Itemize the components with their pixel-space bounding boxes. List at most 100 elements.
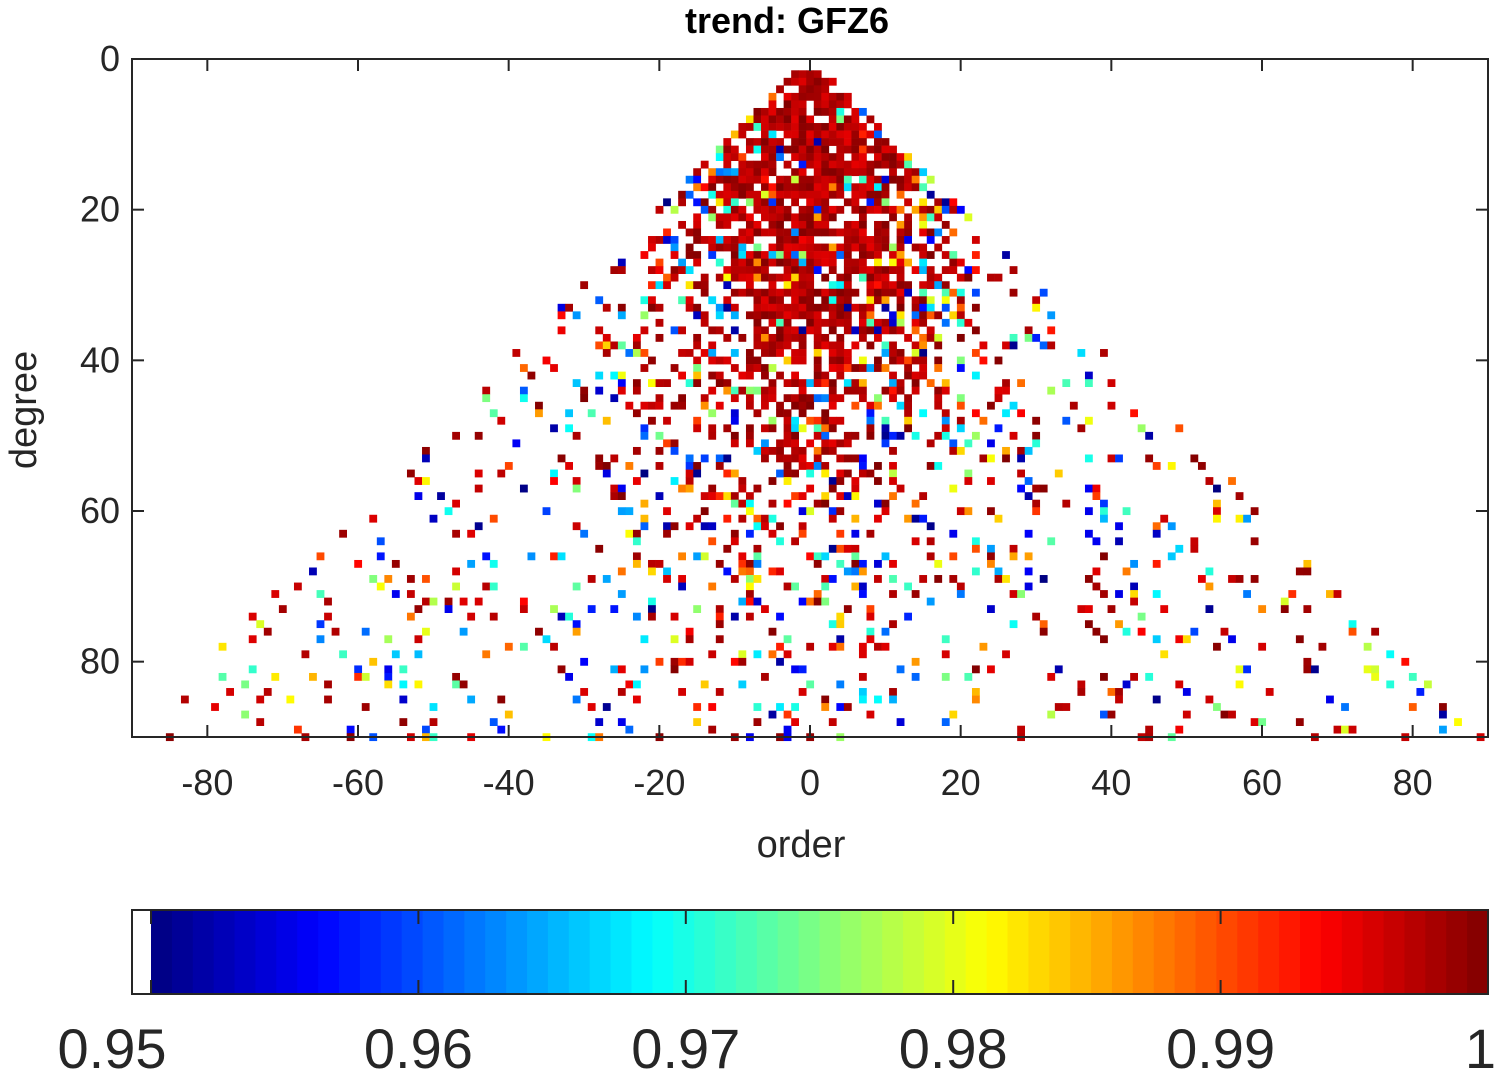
heatmap-cell	[911, 371, 920, 380]
heatmap-cell	[632, 386, 641, 395]
heatmap-cell	[791, 431, 799, 440]
heatmap-cell	[489, 409, 498, 418]
y-tick-label: 0	[100, 38, 120, 79]
heatmap-cell	[866, 311, 875, 320]
heatmap-cell	[851, 145, 860, 154]
heatmap-cell	[858, 228, 867, 237]
heatmap-cell	[1092, 627, 1101, 636]
heatmap-cell	[858, 318, 867, 327]
heatmap-cell	[851, 364, 860, 372]
heatmap-cell	[655, 281, 664, 290]
heatmap-cell	[745, 575, 754, 583]
heatmap-cell	[798, 205, 807, 214]
heatmap-cell	[738, 371, 747, 380]
heatmap-cell	[896, 401, 905, 410]
heatmap-cell	[384, 665, 393, 674]
heatmap-cell	[761, 153, 769, 161]
heatmap-cell	[843, 220, 852, 229]
heatmap-cell	[828, 243, 837, 252]
heatmap-cell	[813, 258, 822, 267]
heatmap-cell	[964, 507, 973, 516]
heatmap-cell	[1303, 657, 1312, 666]
heatmap-cell	[821, 379, 830, 387]
heatmap-cell	[979, 416, 988, 425]
heatmap-cell	[791, 168, 799, 177]
heatmap-cell	[685, 296, 694, 305]
heatmap-cell	[956, 311, 965, 320]
heatmap-cell	[1024, 529, 1033, 538]
heatmap-cell	[406, 469, 415, 478]
heatmap-cell	[768, 318, 777, 327]
heatmap-cell	[550, 424, 558, 433]
heatmap-cell	[730, 258, 739, 267]
heatmap-cell	[836, 318, 845, 327]
heatmap-cell	[858, 251, 867, 259]
heatmap-cell	[866, 529, 875, 538]
heatmap-cell	[640, 424, 649, 433]
heatmap-cell	[730, 364, 739, 372]
heatmap-cell	[708, 349, 717, 357]
heatmap-cell	[663, 281, 671, 290]
heatmap-cell	[821, 333, 830, 342]
heatmap-cell	[926, 296, 935, 305]
heatmap-cell	[919, 296, 928, 305]
heatmap-cell	[610, 665, 619, 674]
heatmap-cell	[723, 469, 732, 478]
heatmap-cell	[971, 371, 980, 380]
heatmap-cell	[678, 266, 686, 274]
heatmap-cell	[828, 77, 837, 86]
heatmap-cell	[858, 582, 867, 591]
heatmap-cell	[776, 198, 784, 207]
heatmap-cell	[678, 326, 686, 335]
heatmap-cell	[648, 266, 656, 274]
heatmap-cell	[1318, 642, 1327, 651]
heatmap-cell	[745, 529, 754, 538]
heatmap-cell	[663, 522, 671, 531]
heatmap-cell	[783, 311, 792, 320]
heatmap-cell	[798, 386, 807, 395]
heatmap-cell	[813, 92, 822, 101]
heatmap-cell	[843, 198, 852, 207]
heatmap-cell	[1348, 620, 1357, 629]
heatmap-cell	[467, 529, 476, 538]
colorbar-tick-label: 0.95	[58, 1017, 167, 1075]
heatmap-cell	[1115, 695, 1123, 704]
colorbar-swatch	[443, 910, 465, 994]
heatmap-cell	[919, 183, 928, 192]
heatmap-cell	[821, 303, 830, 312]
heatmap-cell	[504, 642, 513, 651]
heatmap-cell	[745, 439, 754, 448]
heatmap-cell	[813, 499, 822, 508]
heatmap-cell	[889, 266, 897, 274]
heatmap-cell	[384, 575, 393, 583]
heatmap-cell	[670, 243, 679, 252]
heatmap-cell	[941, 424, 950, 433]
heatmap-cell	[745, 168, 754, 177]
heatmap-cell	[806, 130, 815, 139]
heatmap-cell	[761, 183, 769, 192]
heatmap-cell	[617, 266, 626, 274]
heatmap-cell	[602, 333, 611, 342]
heatmap-cell	[1084, 454, 1093, 463]
heatmap-cell	[791, 401, 799, 410]
heatmap-cell	[874, 123, 882, 131]
heatmap-cell	[452, 672, 460, 681]
heatmap-cell	[693, 213, 702, 222]
heatmap-cell	[768, 160, 777, 169]
heatmap-cell	[874, 220, 882, 229]
heatmap-cell	[791, 356, 799, 365]
heatmap-cell	[828, 183, 837, 192]
heatmap-cell	[527, 371, 536, 380]
heatmap-cell	[761, 190, 769, 199]
heatmap-cell	[768, 190, 777, 199]
heatmap-cell	[1303, 567, 1312, 576]
heatmap-cell	[806, 138, 815, 146]
heatmap-cell	[851, 529, 860, 538]
heatmap-cell	[369, 514, 378, 523]
heatmap-cell	[595, 454, 604, 463]
heatmap-cell	[866, 251, 875, 259]
heatmap-cell	[271, 590, 280, 598]
heatmap-cell	[1348, 627, 1357, 636]
heatmap-cell	[858, 326, 867, 335]
heatmap-cell	[971, 695, 980, 704]
